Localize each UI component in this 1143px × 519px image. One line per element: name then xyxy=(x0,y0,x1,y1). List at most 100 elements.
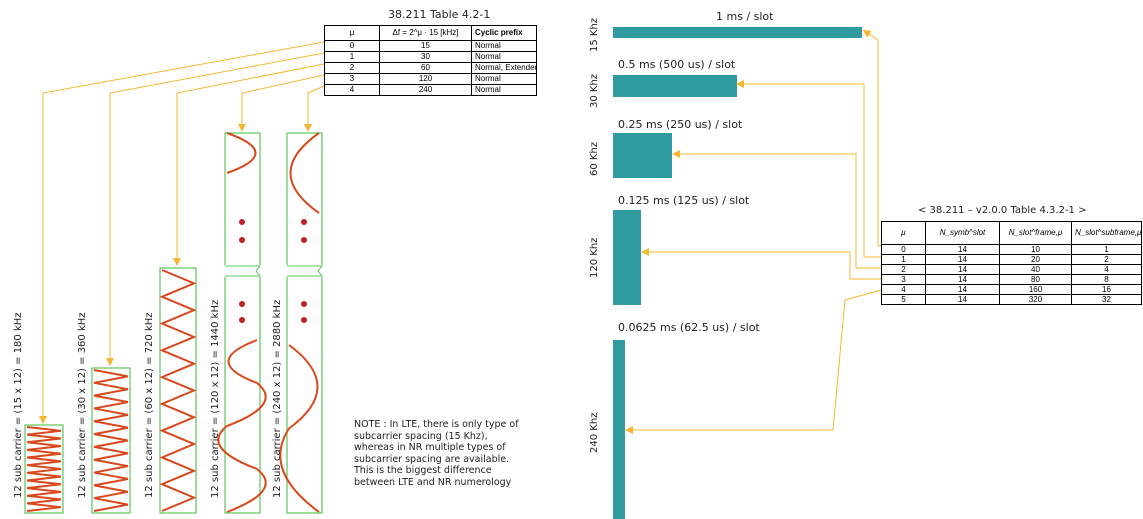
slot-table-cell: 160 xyxy=(999,284,1072,295)
subcarrier-box-120 xyxy=(224,132,261,514)
scs-table-header-cp: Cyclic prefix xyxy=(471,25,537,41)
arrow-scs-30 xyxy=(106,52,325,366)
ellipsis-dot-120 xyxy=(239,219,245,225)
scs-table: μ Δf = 2^μ · 15 [kHz] Cyclic prefix 0 15 N… xyxy=(324,25,537,96)
slot-bar-60 xyxy=(613,133,672,178)
arrow-slot-30 xyxy=(736,80,881,258)
slot-table-header-mu: μ xyxy=(881,221,926,245)
slot-table-row: 2 14 40 4 xyxy=(881,264,1142,275)
subcarrier-wave-15 xyxy=(26,426,62,512)
arrow-slot-240 xyxy=(625,289,882,434)
arrow-scs-240 xyxy=(304,85,325,132)
slot-table-cell: 4 xyxy=(881,284,926,295)
subcarrier-wave-30 xyxy=(93,369,129,512)
arrow-slot-60 xyxy=(672,150,881,269)
scs-table-row: 0 15 Normal xyxy=(324,40,537,52)
slot-table-cell: 10 xyxy=(999,244,1072,255)
subcarrier-label-120: 12 sub carrier = (120 x 12) = 1440 kHz xyxy=(210,299,221,498)
scs-table-cell: 1 xyxy=(324,51,380,63)
arrow-slot-120 xyxy=(641,248,881,280)
scs-table-cell: Normal, Extended xyxy=(471,62,537,74)
slot-scs-30: 30 Khz xyxy=(589,73,600,108)
subcarrier-wave-240-top xyxy=(289,132,320,214)
slot-table-cell: 20 xyxy=(999,254,1072,265)
scs-table-row: 3 120 Normal xyxy=(324,73,537,85)
slot-table-header-symb: N_symb^slot xyxy=(925,221,1000,245)
slot-caption-240: 0.0625 ms (62.5 us) / slot xyxy=(618,321,760,334)
slot-table-cell: 2 xyxy=(881,264,926,275)
slot-bar-120 xyxy=(613,210,641,305)
scs-table-cell: 4 xyxy=(324,84,380,96)
scs-table-cell: Normal xyxy=(471,40,537,52)
subcarrier-box-240 xyxy=(286,132,323,514)
arrow-slot-15 xyxy=(862,29,881,247)
table1-caption: 38.211 Table 4.2-1 xyxy=(388,8,491,21)
subcarrier-wave-240-bottom xyxy=(279,344,320,513)
ellipsis-dot-120 xyxy=(239,317,245,323)
ellipsis-dot-240 xyxy=(301,301,307,307)
scs-table-header-mu: μ xyxy=(324,25,380,41)
slot-table-cell: 2 xyxy=(1071,254,1142,265)
slot-table-row: 0 14 10 1 xyxy=(881,244,1142,255)
slot-table-header-subframe: N_slot^subframe,μ xyxy=(1071,221,1142,245)
subcarrier-label-60: 12 sub carrier = (60 x 12) = 720 kHz xyxy=(144,312,155,498)
slot-scs-60: 60 Khz xyxy=(589,141,600,176)
subcarrier-break-mark-120 xyxy=(225,265,262,277)
ellipsis-dot-120 xyxy=(239,301,245,307)
slot-table-header-frame: N_slot^frame,μ xyxy=(999,221,1072,245)
scs-table-row: 2 60 Normal, Extended xyxy=(324,62,537,74)
scs-table-cell: 240 xyxy=(379,84,472,96)
subcarrier-break-mark-240 xyxy=(287,265,324,277)
scs-table-cell: 60 xyxy=(379,62,472,74)
slot-bar-240 xyxy=(613,340,625,519)
slot-table: μ N_symb^slot N_slot^frame,μ N_slot^subf… xyxy=(881,221,1142,305)
slot-caption-30: 0.5 ms (500 us) / slot xyxy=(618,58,736,71)
slot-bar-30 xyxy=(613,75,737,97)
lte-nr-note: NOTE : In LTE, there is only type of sub… xyxy=(354,419,519,488)
scs-table-row: 1 30 Normal xyxy=(324,51,537,63)
subcarrier-label-240: 12 sub carrier = (240 x 12) = 2880 kHz xyxy=(272,299,283,498)
slot-table-row: 3 14 80 8 xyxy=(881,274,1142,285)
subcarrier-box-60 xyxy=(159,267,197,514)
ellipsis-dot-240 xyxy=(301,317,307,323)
ellipsis-dot-240 xyxy=(301,237,307,243)
slot-caption-120: 0.125 ms (125 us) / slot xyxy=(618,194,750,207)
slot-table-cell: 1 xyxy=(881,254,926,265)
subcarrier-wave-120-bottom xyxy=(217,339,267,513)
scs-table-cell: Normal xyxy=(471,73,537,85)
subcarrier-wave-120-top xyxy=(226,132,257,174)
slot-table-header: μ N_symb^slot N_slot^frame,μ N_slot^subf… xyxy=(881,221,1142,245)
slot-scs-120: 120 Khz xyxy=(589,237,600,278)
slot-caption-15: 1 ms / slot xyxy=(716,10,774,23)
slot-caption-60: 0.25 ms (250 us) / slot xyxy=(618,118,743,131)
scs-table-cell: 30 xyxy=(379,51,472,63)
scs-table-cell: 2 xyxy=(324,62,380,74)
slot-scs-15: 15 Khz xyxy=(589,17,600,52)
slot-table-cell: 14 xyxy=(925,284,1000,295)
scs-table-cell: Normal xyxy=(471,51,537,63)
slot-table-cell: 14 xyxy=(925,244,1000,255)
scs-table-cell: Normal xyxy=(471,84,537,96)
slot-table-cell: 5 xyxy=(881,294,926,305)
subcarrier-wave-60 xyxy=(159,269,197,512)
slot-table-cell: 0 xyxy=(881,244,926,255)
slot-table-cell: 14 xyxy=(925,264,1000,275)
slot-table-cell: 1 xyxy=(1071,244,1142,255)
slot-table-cell: 40 xyxy=(999,264,1072,275)
scs-table-cell: 15 xyxy=(379,40,472,52)
slot-table-cell: 4 xyxy=(1071,264,1142,275)
slot-table-cell: 3 xyxy=(881,274,926,285)
slot-table-row: 5 14 320 32 xyxy=(881,294,1142,305)
arrow-scs-15 xyxy=(39,41,325,424)
slot-table-cell: 16 xyxy=(1071,284,1142,295)
scs-table-cell: 0 xyxy=(324,40,380,52)
scs-table-row: 4 240 Normal xyxy=(324,84,537,96)
scs-table-cell: 3 xyxy=(324,73,380,85)
subcarrier-break-120 xyxy=(222,265,264,277)
scs-table-header-df: Δf = 2^μ · 15 [kHz] xyxy=(379,25,472,41)
slot-table-cell: 32 xyxy=(1071,294,1142,305)
slot-table-cell: 8 xyxy=(1071,274,1142,285)
slot-table-cell: 14 xyxy=(925,274,1000,285)
